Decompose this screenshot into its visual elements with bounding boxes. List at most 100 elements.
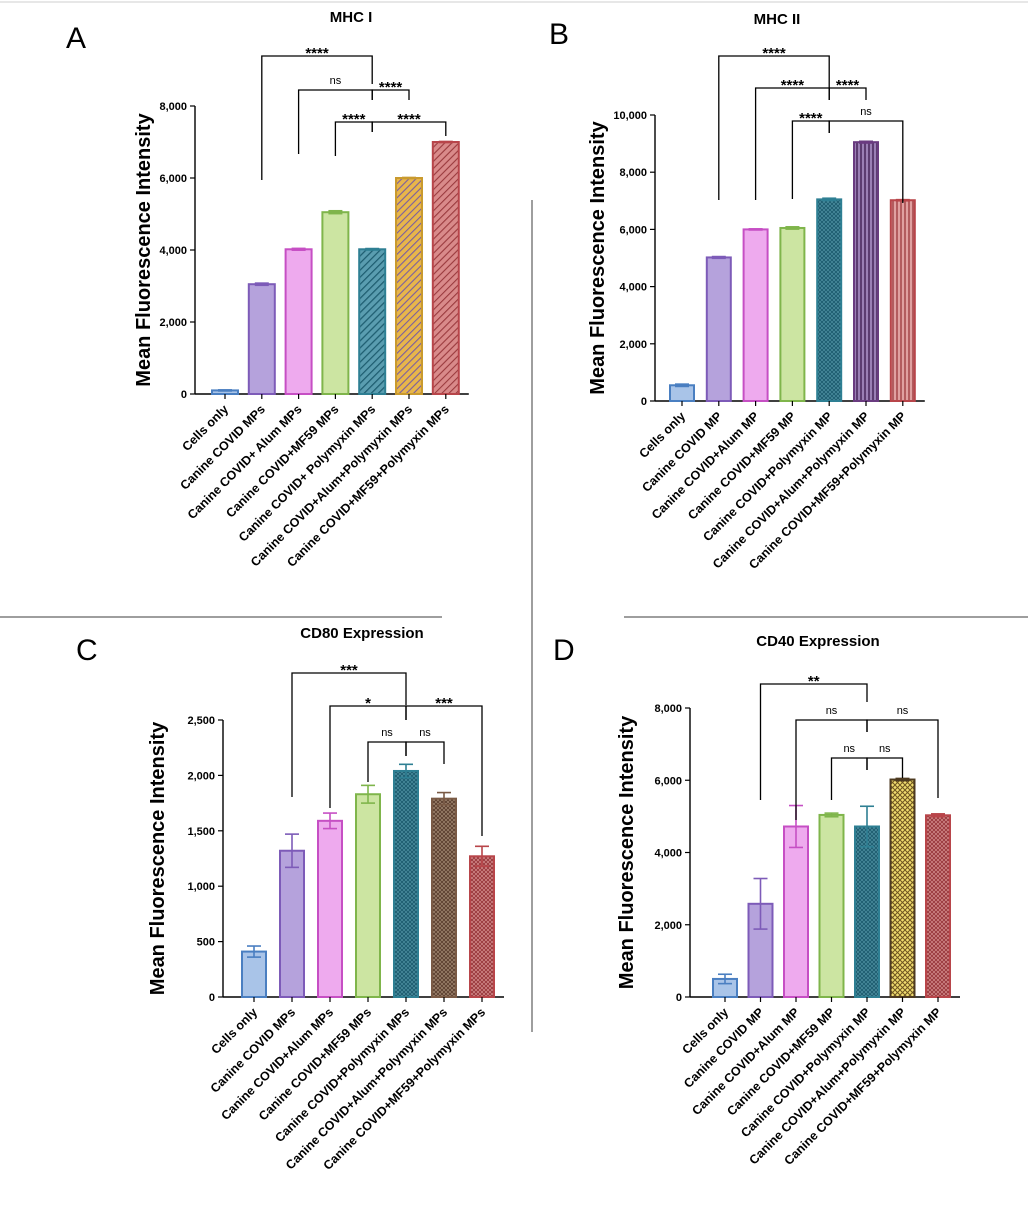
bar bbox=[705, 256, 732, 403]
significance-label: ns bbox=[843, 743, 855, 755]
significance-bracket bbox=[866, 757, 904, 778]
bar bbox=[889, 199, 916, 402]
bar bbox=[284, 248, 313, 395]
bar bbox=[317, 819, 343, 998]
chart-title: CD40 Expression bbox=[756, 633, 879, 650]
y-tick-label: 2,000 bbox=[619, 339, 647, 351]
bar bbox=[853, 141, 879, 402]
bar bbox=[395, 177, 423, 395]
significance-label: ns bbox=[826, 705, 838, 717]
significance-bracket bbox=[828, 120, 904, 203]
bar bbox=[889, 778, 916, 999]
significance-bracket bbox=[759, 683, 868, 800]
chart-title: MHC II bbox=[754, 11, 801, 28]
significance-bracket bbox=[828, 87, 867, 100]
significance-bracket bbox=[791, 120, 830, 199]
chart-mhc-ii: MHC II Mean Fluorescence Intensity 0 2,000 4… bbox=[587, 11, 925, 572]
significance-label: **** bbox=[342, 111, 366, 128]
y-tick-label: 0 bbox=[676, 992, 682, 1004]
y-tick-label: 2,000 bbox=[654, 920, 682, 932]
y-tick-label: 0 bbox=[641, 396, 647, 408]
significance-bracket bbox=[830, 757, 868, 800]
bar bbox=[742, 228, 769, 402]
panel-letter-b: B bbox=[549, 18, 569, 51]
bar bbox=[241, 950, 267, 999]
significance-bracket bbox=[866, 719, 939, 798]
y-tick-label: 2,000 bbox=[159, 317, 187, 329]
significance-bracket bbox=[371, 89, 410, 100]
y-tick-label: 2,500 bbox=[187, 715, 215, 727]
x-tick-label: Canine COVID+ Polymyxin MPs bbox=[236, 402, 378, 544]
significance-label: **** bbox=[379, 79, 403, 96]
y-tick-label: 8,000 bbox=[654, 703, 682, 715]
significance-bracket bbox=[718, 55, 830, 200]
significance-label: **** bbox=[836, 77, 860, 94]
y-axis-label: Mean Fluorescence Intensity bbox=[133, 112, 155, 386]
bar bbox=[358, 248, 387, 395]
y-tick-label: 4,000 bbox=[654, 848, 682, 860]
significance-label: ns bbox=[897, 705, 909, 717]
panel-letter-a: A bbox=[66, 22, 86, 55]
y-tick-label: 1,500 bbox=[187, 826, 215, 838]
y-tick-label: 10,000 bbox=[613, 110, 647, 122]
bar bbox=[431, 141, 460, 395]
y-tick-label: 8,000 bbox=[159, 101, 187, 113]
panel-letter-c: C bbox=[76, 634, 98, 667]
chart-title: MHC I bbox=[330, 9, 373, 26]
bar bbox=[783, 825, 809, 998]
significance-label: **** bbox=[762, 45, 786, 62]
y-tick-label: 6,000 bbox=[654, 775, 682, 787]
significance-label: ns bbox=[860, 106, 872, 118]
y-axis-label: Mean Fluorescence Intensity bbox=[587, 120, 609, 394]
bar bbox=[431, 797, 457, 999]
significance-label: ns bbox=[419, 727, 431, 739]
significance-label: *** bbox=[340, 662, 358, 679]
significance-label: *** bbox=[435, 695, 453, 712]
significance-label: **** bbox=[397, 111, 421, 128]
y-tick-label: 8,000 bbox=[619, 167, 647, 179]
bar bbox=[279, 849, 305, 999]
bar bbox=[669, 384, 695, 402]
y-tick-label: 0 bbox=[209, 992, 215, 1004]
significance-label: ns bbox=[879, 743, 891, 755]
y-tick-label: 500 bbox=[197, 937, 215, 949]
significance-bracket bbox=[291, 672, 407, 797]
bar bbox=[779, 226, 806, 402]
significance-label: ** bbox=[808, 673, 820, 690]
significance-bracket bbox=[261, 55, 373, 180]
bar bbox=[355, 793, 381, 999]
significance-bracket bbox=[371, 121, 447, 136]
y-tick-label: 4,000 bbox=[619, 282, 647, 294]
y-tick-label: 2,000 bbox=[187, 770, 215, 782]
chart-cd80: CD80 Expression Mean Fluorescence Intensi… bbox=[147, 625, 504, 1173]
bar bbox=[816, 198, 843, 402]
significance-label: ns bbox=[330, 75, 342, 87]
significance-label: **** bbox=[781, 77, 805, 94]
significance-bracket bbox=[405, 705, 483, 836]
y-axis-label: Mean Fluorescence Intensity bbox=[147, 721, 169, 995]
significance-label: ns bbox=[381, 727, 393, 739]
bar bbox=[321, 211, 350, 395]
bar bbox=[925, 814, 951, 999]
y-tick-label: 0 bbox=[181, 389, 187, 401]
y-tick-label: 6,000 bbox=[159, 173, 187, 185]
panel-letter-d: D bbox=[553, 634, 575, 667]
significance-bracket bbox=[405, 741, 445, 764]
y-tick-label: 6,000 bbox=[619, 224, 647, 236]
y-axis-label: Mean Fluorescence Intensity bbox=[616, 715, 638, 989]
bar bbox=[247, 283, 276, 396]
bar bbox=[393, 769, 419, 999]
chart-mhc-i: MHC I Mean Fluorescence Intensity 0 2,000 4,… bbox=[133, 9, 469, 570]
x-tick-label: Canine COVID+Polymyxin MP bbox=[738, 1005, 873, 1140]
significance-label: **** bbox=[799, 110, 823, 127]
chart-cd40: CD40 Expression Mean Fluorescence Intensi… bbox=[616, 633, 960, 1168]
bar bbox=[854, 825, 880, 998]
bar bbox=[469, 855, 495, 998]
y-tick-label: 1,000 bbox=[187, 881, 215, 893]
chart-title: CD80 Expression bbox=[300, 625, 423, 642]
significance-label: **** bbox=[305, 45, 329, 62]
bar bbox=[818, 813, 845, 998]
significance-label: * bbox=[365, 695, 371, 712]
y-tick-label: 4,000 bbox=[159, 245, 187, 257]
